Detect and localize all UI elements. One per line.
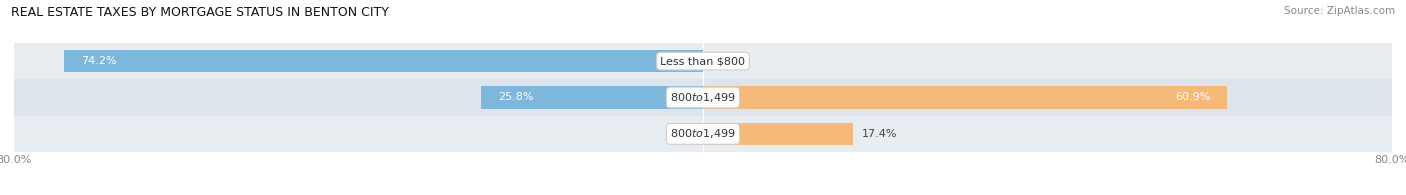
Text: 17.4%: 17.4% [862,129,897,139]
Bar [14,79,1392,116]
Text: 25.8%: 25.8% [498,92,533,103]
Text: $800 to $1,499: $800 to $1,499 [671,127,735,140]
Bar [14,116,1392,152]
Bar [481,86,703,109]
Text: REAL ESTATE TAXES BY MORTGAGE STATUS IN BENTON CITY: REAL ESTATE TAXES BY MORTGAGE STATUS IN … [11,6,389,19]
Bar [703,86,1227,109]
Text: Source: ZipAtlas.com: Source: ZipAtlas.com [1284,6,1395,16]
Text: 0.0%: 0.0% [666,129,695,139]
Text: 60.9%: 60.9% [1175,92,1211,103]
Bar [14,43,1392,79]
Text: Less than $800: Less than $800 [661,56,745,66]
Text: 0.0%: 0.0% [711,56,740,66]
Bar [703,123,853,145]
Text: 74.2%: 74.2% [82,56,117,66]
Bar [65,50,703,72]
Text: $800 to $1,499: $800 to $1,499 [671,91,735,104]
